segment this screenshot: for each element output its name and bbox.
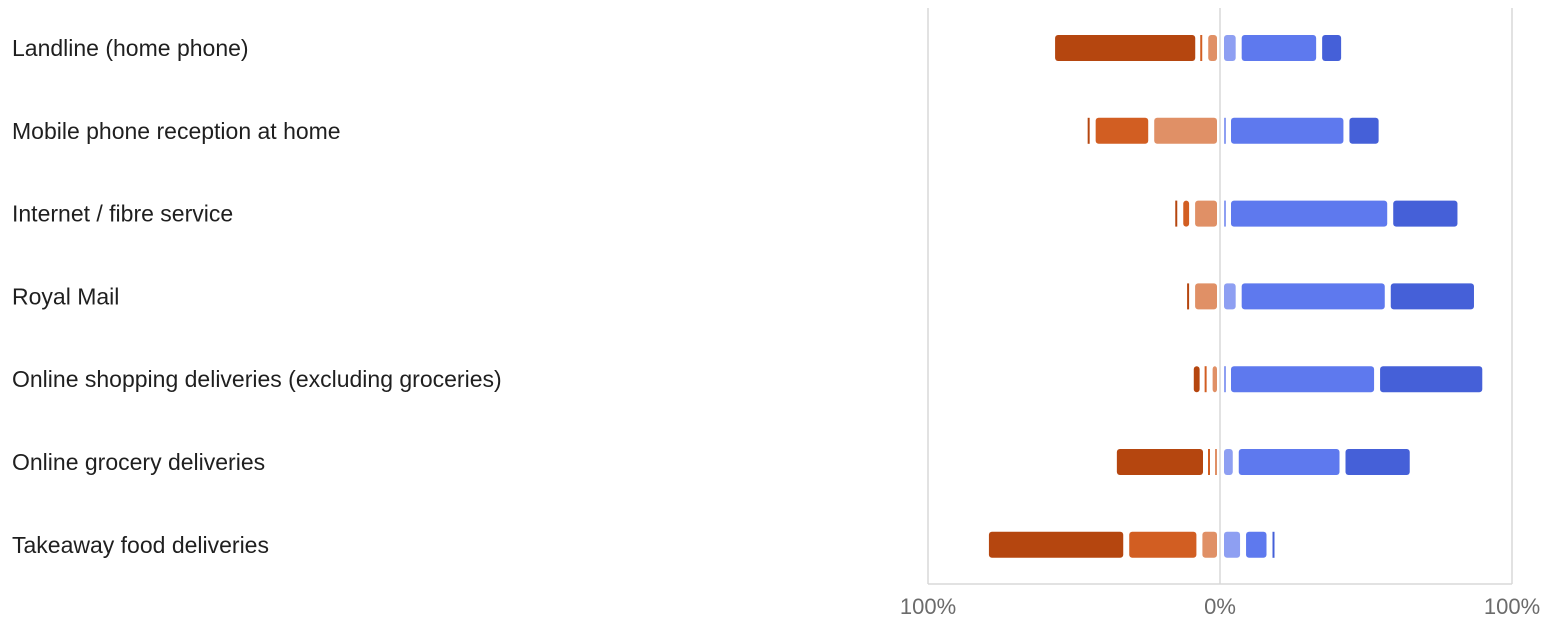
category-labels: Landline (home phone) Mobile phone recept… xyxy=(12,35,502,558)
x-tick-label: 0% xyxy=(1204,594,1236,619)
bar-negative-2 xyxy=(1204,366,1207,393)
bars-group xyxy=(988,35,1483,558)
bar-negative-2 xyxy=(1200,35,1203,61)
bar-negative-1 xyxy=(1187,283,1190,310)
category-label: Royal Mail xyxy=(12,283,119,309)
bar-negative-1 xyxy=(1116,449,1203,475)
bar-positive-3 xyxy=(1349,117,1379,144)
bar-positive-1 xyxy=(1224,366,1226,393)
bar-positive-1 xyxy=(1224,449,1233,475)
bar-negative-3 xyxy=(1195,200,1217,227)
bar-negative-3 xyxy=(1212,366,1217,393)
x-tick-labels: 100% 0% 100% xyxy=(900,594,1540,619)
bar-positive-2 xyxy=(1241,283,1385,310)
category-label: Landline (home phone) xyxy=(12,35,249,61)
bar-positive-1 xyxy=(1224,200,1226,227)
category-label: Mobile phone reception at home xyxy=(12,118,341,144)
bar-negative-1 xyxy=(1055,35,1196,61)
bar-positive-1 xyxy=(1224,35,1236,61)
category-label: Online shopping deliveries (excluding gr… xyxy=(12,366,502,392)
bar-positive-2 xyxy=(1241,35,1317,61)
category-label: Online grocery deliveries xyxy=(12,449,265,475)
bar-negative-2 xyxy=(1208,449,1210,475)
bar-positive-1 xyxy=(1224,283,1236,310)
x-tick-label: 100% xyxy=(900,594,956,619)
bar-positive-2 xyxy=(1246,531,1267,558)
bar-positive-3 xyxy=(1345,449,1410,475)
bar-positive-1 xyxy=(1224,531,1241,558)
bar-positive-3 xyxy=(1390,283,1474,310)
category-label: Takeaway food deliveries xyxy=(12,532,269,558)
bar-negative-2 xyxy=(1129,531,1197,558)
bar-positive-2 xyxy=(1238,449,1340,475)
axis-lines xyxy=(927,8,1513,585)
category-label: Internet / fibre service xyxy=(12,201,233,227)
bar-negative-1 xyxy=(1087,117,1090,144)
bar-positive-3 xyxy=(1322,35,1342,61)
bar-negative-3 xyxy=(1154,117,1217,144)
bar-positive-3 xyxy=(1380,366,1483,393)
bar-positive-2 xyxy=(1231,366,1375,393)
x-tick-label: 100% xyxy=(1484,594,1540,619)
bar-negative-2 xyxy=(1095,117,1149,144)
bar-negative-2 xyxy=(1183,200,1190,227)
bar-negative-3 xyxy=(1215,449,1217,475)
bar-positive-3 xyxy=(1272,531,1275,558)
bar-negative-1 xyxy=(1175,200,1178,227)
bar-negative-3 xyxy=(1202,531,1217,558)
bar-negative-3 xyxy=(1208,35,1217,61)
bar-positive-2 xyxy=(1231,117,1344,144)
bar-negative-3 xyxy=(1195,283,1217,310)
bar-positive-1 xyxy=(1224,117,1226,144)
bar-positive-3 xyxy=(1393,200,1458,227)
bar-negative-1 xyxy=(988,531,1124,558)
bar-positive-2 xyxy=(1231,200,1388,227)
bar-negative-1 xyxy=(1193,366,1200,393)
